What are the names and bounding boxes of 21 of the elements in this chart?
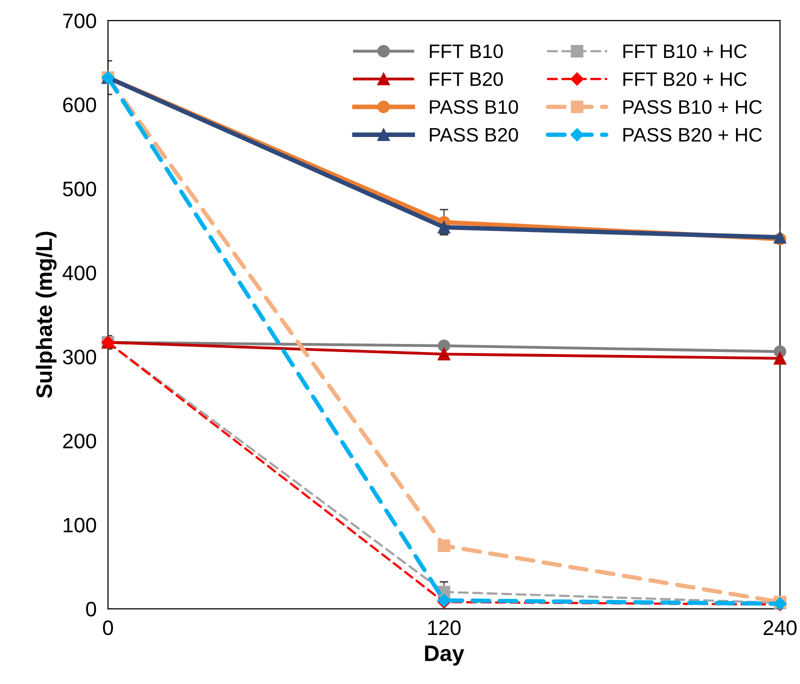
y-axis-title: Sulphate (mg/L) [36, 232, 57, 398]
legend-label: FFT B10 [430, 44, 503, 58]
legend-label: PASS B20 + HC [623, 128, 762, 142]
y-tick-label: 400 [62, 266, 96, 280]
y-tick-label: 200 [63, 434, 96, 448]
y-tick-label: 700 [63, 14, 96, 28]
x-tick-label: 0 [103, 620, 113, 636]
legend-label: PASS B10 + HC [623, 100, 762, 114]
y-tick-label: 100 [64, 518, 96, 532]
y-tick-label: 0 [86, 602, 96, 617]
x-axis-title: Day [425, 646, 464, 666]
y-tick-label: 500 [62, 182, 96, 196]
y-tick-label: 300 [62, 350, 96, 364]
legend-label: FFT B20 + HC [623, 72, 747, 86]
legend-label: FFT B10 + HC [623, 44, 747, 58]
x-tick-label: 120 [428, 620, 461, 636]
x-tick-label: 240 [764, 620, 797, 636]
legend-label: FFT B20 [430, 72, 503, 86]
y-tick-label: 600 [63, 98, 96, 112]
legend-label: PASS B10 [430, 100, 518, 114]
legend-label: PASS B20 [430, 128, 518, 142]
